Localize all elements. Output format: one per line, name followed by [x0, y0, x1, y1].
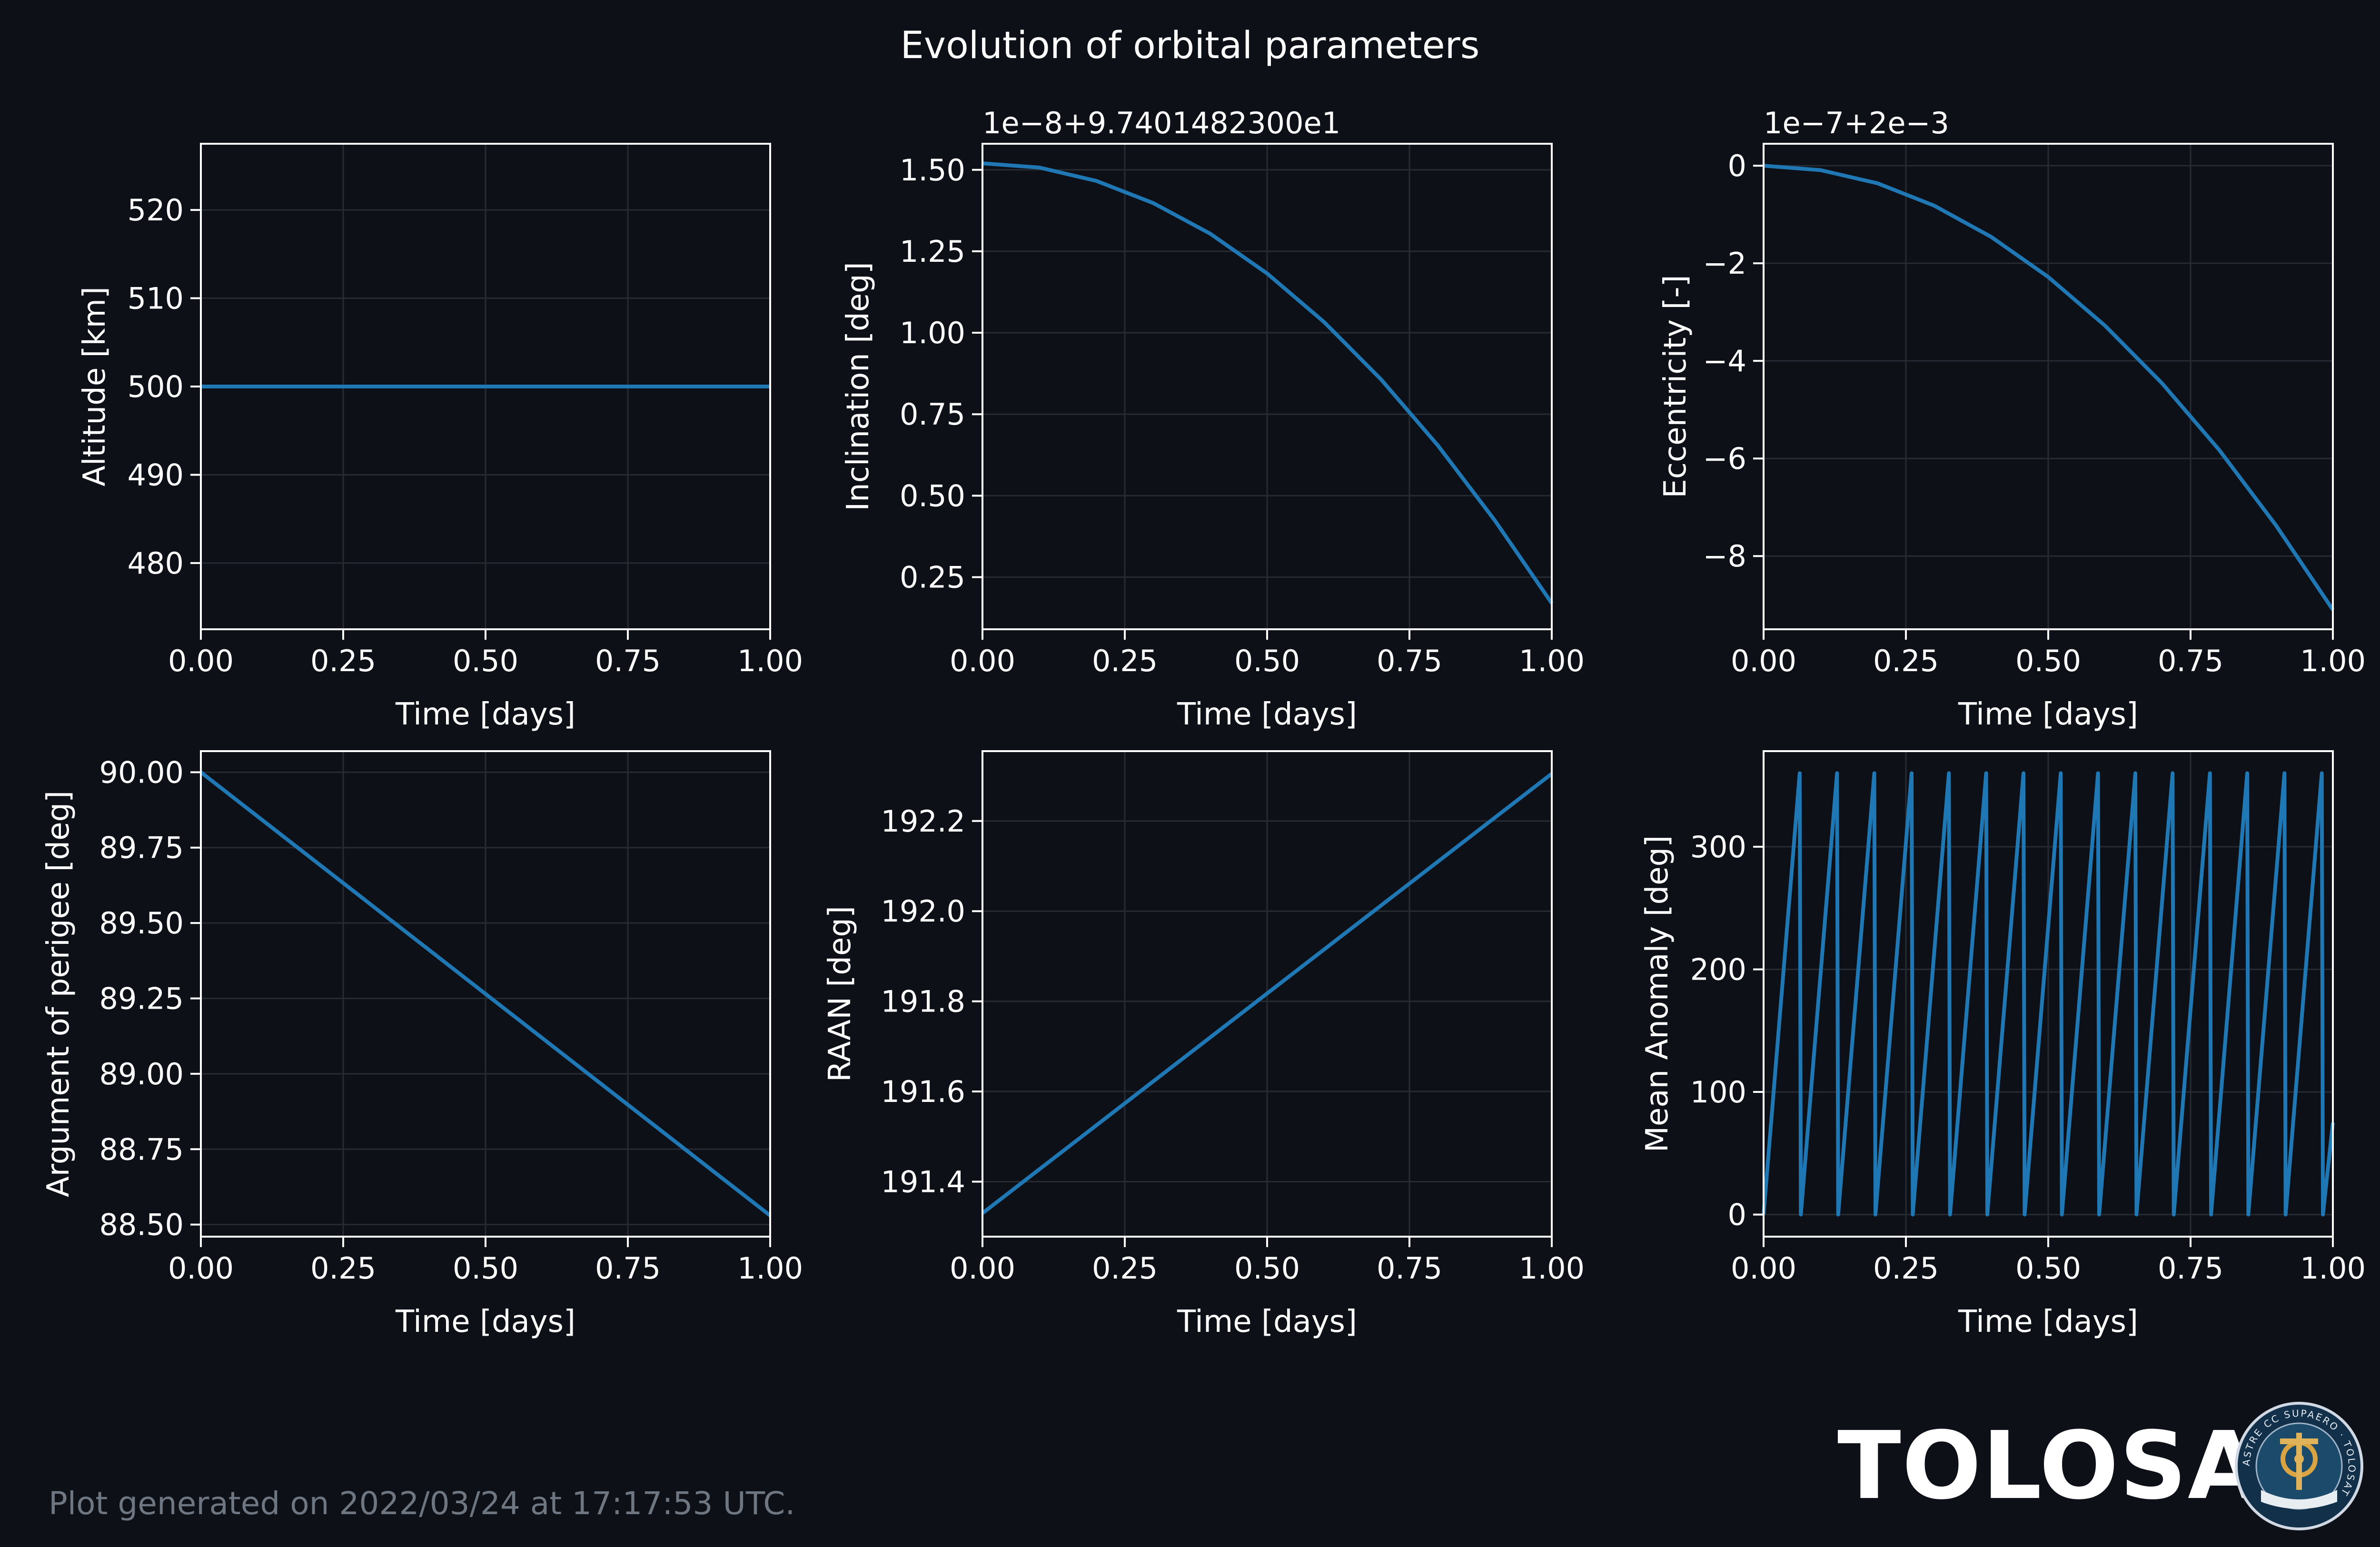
- x-tick-label: 0.75: [1377, 1251, 1442, 1286]
- x-tick-label: 0.00: [950, 1251, 1015, 1286]
- series-line-mean-anomaly: [1762, 771, 2335, 1217]
- x-tick-label: 0.75: [1377, 644, 1442, 678]
- x-tick-label: 0.00: [1731, 644, 1796, 678]
- tolosat-logo-icon: ASTRE CC SUPAERO · TOLOSAT: [2235, 1402, 2363, 1530]
- y-tick-label: 200: [1690, 952, 1746, 987]
- y-tick-label: 510: [128, 281, 184, 316]
- y-tick-label: 490: [128, 457, 184, 492]
- x-tick-label: 1.00: [737, 1251, 803, 1286]
- y-tick-label: 500: [128, 369, 184, 404]
- y-tick-label: 192.2: [881, 804, 966, 839]
- x-tick-label: 0.25: [310, 644, 376, 678]
- series-line-inclination: [982, 161, 1554, 605]
- x-tick-label: 0.25: [1092, 644, 1158, 678]
- y-tick-label: 100: [1690, 1075, 1746, 1110]
- y-tick-label: 0.75: [900, 397, 965, 432]
- x-tick-label: 1.00: [2300, 644, 2366, 678]
- y-tick-label: 192.0: [881, 894, 966, 929]
- x-tick-label: 0.75: [595, 644, 661, 678]
- x-tick-label: 0.00: [1731, 1251, 1796, 1286]
- y-axis-label: Altitude [km]: [77, 287, 112, 486]
- y-tick-label: 191.6: [881, 1074, 966, 1109]
- series-line-argument-of-perigee: [199, 771, 772, 1217]
- x-tick-label: 0.00: [168, 1251, 234, 1286]
- generation-timestamp: Plot generated on 2022/03/24 at 17:17:53…: [49, 1485, 795, 1522]
- x-tick-label: 0.00: [168, 644, 234, 678]
- x-tick-label: 0.50: [453, 1251, 518, 1286]
- x-tick-label: 0.25: [1092, 1251, 1158, 1286]
- subplot-eccentricity: 0.00 0.25 0.50 0.75 1.00 −8 −6 −4 −2 0 Time [days]…: [1658, 106, 2366, 732]
- y-tick-label: 89.00: [99, 1057, 184, 1091]
- x-tick-label: 0.50: [1234, 644, 1300, 678]
- y-tick-label: 1.00: [900, 316, 965, 350]
- series-line-eccentricity: [1763, 164, 2335, 611]
- x-axis-label: Time [days]: [1177, 697, 1357, 732]
- x-tick-label: 0.25: [310, 1251, 376, 1286]
- y-tick-label: 90.00: [99, 755, 184, 790]
- x-tick-label: 1.00: [1519, 1251, 1585, 1286]
- y-axis-label: Eccentricity [-]: [1658, 275, 1693, 498]
- y-tick-label: −2: [1703, 246, 1746, 281]
- x-tick-label: 0.50: [1234, 1251, 1300, 1286]
- y-tick-label: 0.25: [900, 560, 965, 595]
- y-axis-label: Argument of perigee [deg]: [41, 791, 76, 1197]
- x-tick-label: 0.50: [453, 644, 518, 678]
- x-tick-label: 0.75: [595, 1251, 661, 1286]
- subplot-argument-of-perigee: 0.00 0.25 0.50 0.75 1.00 88.50 88.75 89.00 89.25…: [41, 750, 803, 1339]
- x-tick-label: 0.25: [1873, 1251, 1939, 1286]
- x-tick-label: 1.00: [1519, 644, 1585, 678]
- y-tick-label: −6: [1703, 441, 1746, 476]
- y-tick-label: 0: [1728, 149, 1746, 183]
- axis-offset-text: 1e−7+2e−3: [1764, 106, 1949, 140]
- x-axis-label: Time [days]: [395, 1304, 575, 1339]
- axis-offset-text: 1e−8+9.7401482300e1: [982, 106, 1340, 140]
- figure-title: Evolution of orbital parameters: [901, 24, 1480, 67]
- x-axis-label: Time [days]: [395, 697, 575, 732]
- x-axis-label: Time [days]: [1958, 1304, 2138, 1339]
- subplot-mean-anomaly: 0.00 0.25 0.50 0.75 1.00 0 100 200 300 Time [days…: [1640, 750, 2366, 1339]
- series-line-raan: [981, 772, 1553, 1215]
- y-tick-label: 191.4: [881, 1164, 966, 1199]
- y-tick-label: 0: [1728, 1198, 1746, 1232]
- y-tick-label: 520: [128, 193, 184, 228]
- y-tick-label: 1.25: [900, 234, 965, 269]
- y-tick-label: 89.75: [99, 831, 184, 865]
- subplot-raan: 0.00 0.25 0.50 0.75 1.00 191.4 191.6 191.8 192.0…: [823, 750, 1585, 1339]
- x-tick-label: 0.00: [950, 644, 1015, 678]
- x-tick-label: 1.00: [2300, 1251, 2366, 1286]
- x-axis-label: Time [days]: [1177, 1304, 1357, 1339]
- y-axis-label: Inclination [deg]: [841, 262, 876, 511]
- y-axis-label: RAAN [deg]: [823, 906, 858, 1082]
- y-tick-label: 89.50: [99, 906, 184, 941]
- x-tick-label: 0.50: [2015, 644, 2081, 678]
- x-tick-label: 0.75: [2158, 1251, 2223, 1286]
- subplot-inclination: 0.00 0.25 0.50 0.75 1.00 0.25 0.50 0.75 1.00 1.25…: [841, 106, 1585, 732]
- y-tick-label: 0.50: [900, 478, 965, 513]
- x-tick-label: 0.25: [1873, 644, 1939, 678]
- y-tick-label: 191.8: [881, 984, 966, 1019]
- y-tick-label: −4: [1703, 344, 1746, 378]
- subplot-altitude: 0.00 0.25 0.50 0.75 1.00 480 490 500 510 520 Time …: [77, 143, 803, 732]
- x-axis-label: Time [days]: [1958, 697, 2138, 732]
- y-tick-label: 300: [1690, 830, 1746, 864]
- x-tick-label: 1.00: [737, 644, 803, 678]
- x-tick-label: 0.50: [2015, 1251, 2081, 1286]
- y-tick-label: −8: [1703, 539, 1746, 574]
- y-tick-label: 88.50: [99, 1208, 184, 1242]
- x-tick-label: 0.75: [2158, 644, 2223, 678]
- y-tick-label: 1.50: [900, 153, 965, 188]
- y-tick-label: 88.75: [99, 1132, 184, 1167]
- y-axis-label: Mean Anomaly [deg]: [1640, 835, 1675, 1152]
- y-tick-label: 480: [128, 546, 184, 581]
- y-tick-label: 89.25: [99, 982, 184, 1016]
